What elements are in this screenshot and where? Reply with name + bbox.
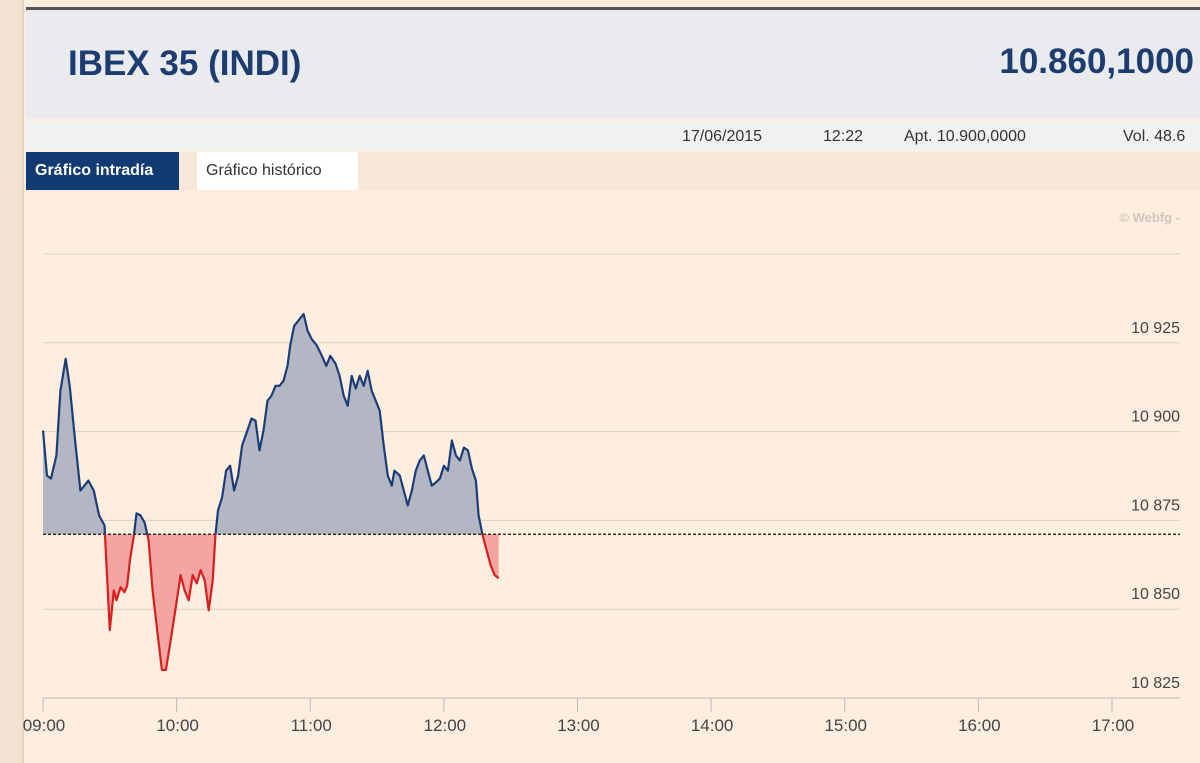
y-tick-label: 10 925 [1131,320,1180,337]
x-tick-label: 16:00 [958,716,1001,735]
watermark: © Webfg - [1119,210,1180,225]
x-tick-label: 17:00 [1092,716,1135,735]
time: 12:22 [823,128,864,145]
header: IBEX 35 (INDI) 10.860,1000 [26,10,1200,118]
price-line [41,312,500,671]
open-price: Apt. 10.900,0000 [904,128,1026,145]
top-border [26,7,1200,10]
y-tick-label: 10 900 [1131,409,1180,426]
info-bar: 17/06/2015 12:22 Apt. 10.900,0000 Vol. 4… [26,121,1200,151]
x-tick-label: 09:00 [23,716,66,735]
date: 17/06/2015 [682,128,763,145]
x-tick-label: 13:00 [557,716,600,735]
x-tick-label: 14:00 [691,716,734,735]
x-tick-label: 11:00 [291,716,332,735]
y-tick-label: 10 825 [1131,675,1180,692]
side-strip [0,0,24,763]
index-title: IBEX 35 (INDI) [68,44,302,83]
index-price: 10.860,1000 [999,42,1194,81]
volume: Vol. 48.6 [1123,128,1186,145]
tab[interactable]: Gráfico intradía [26,152,179,190]
x-tick-label: 10:00 [156,716,199,735]
tab-bar: Gráfico intradía Gráfico histórico [26,152,1200,190]
y-tick-label: 10 850 [1131,586,1180,603]
area-fill [43,314,499,670]
x-tick-label: 12:00 [424,716,467,735]
y-tick-label: 10 875 [1131,497,1180,514]
tab[interactable]: Gráfico histórico [197,152,358,190]
x-tick-label: 15:00 [824,716,867,735]
